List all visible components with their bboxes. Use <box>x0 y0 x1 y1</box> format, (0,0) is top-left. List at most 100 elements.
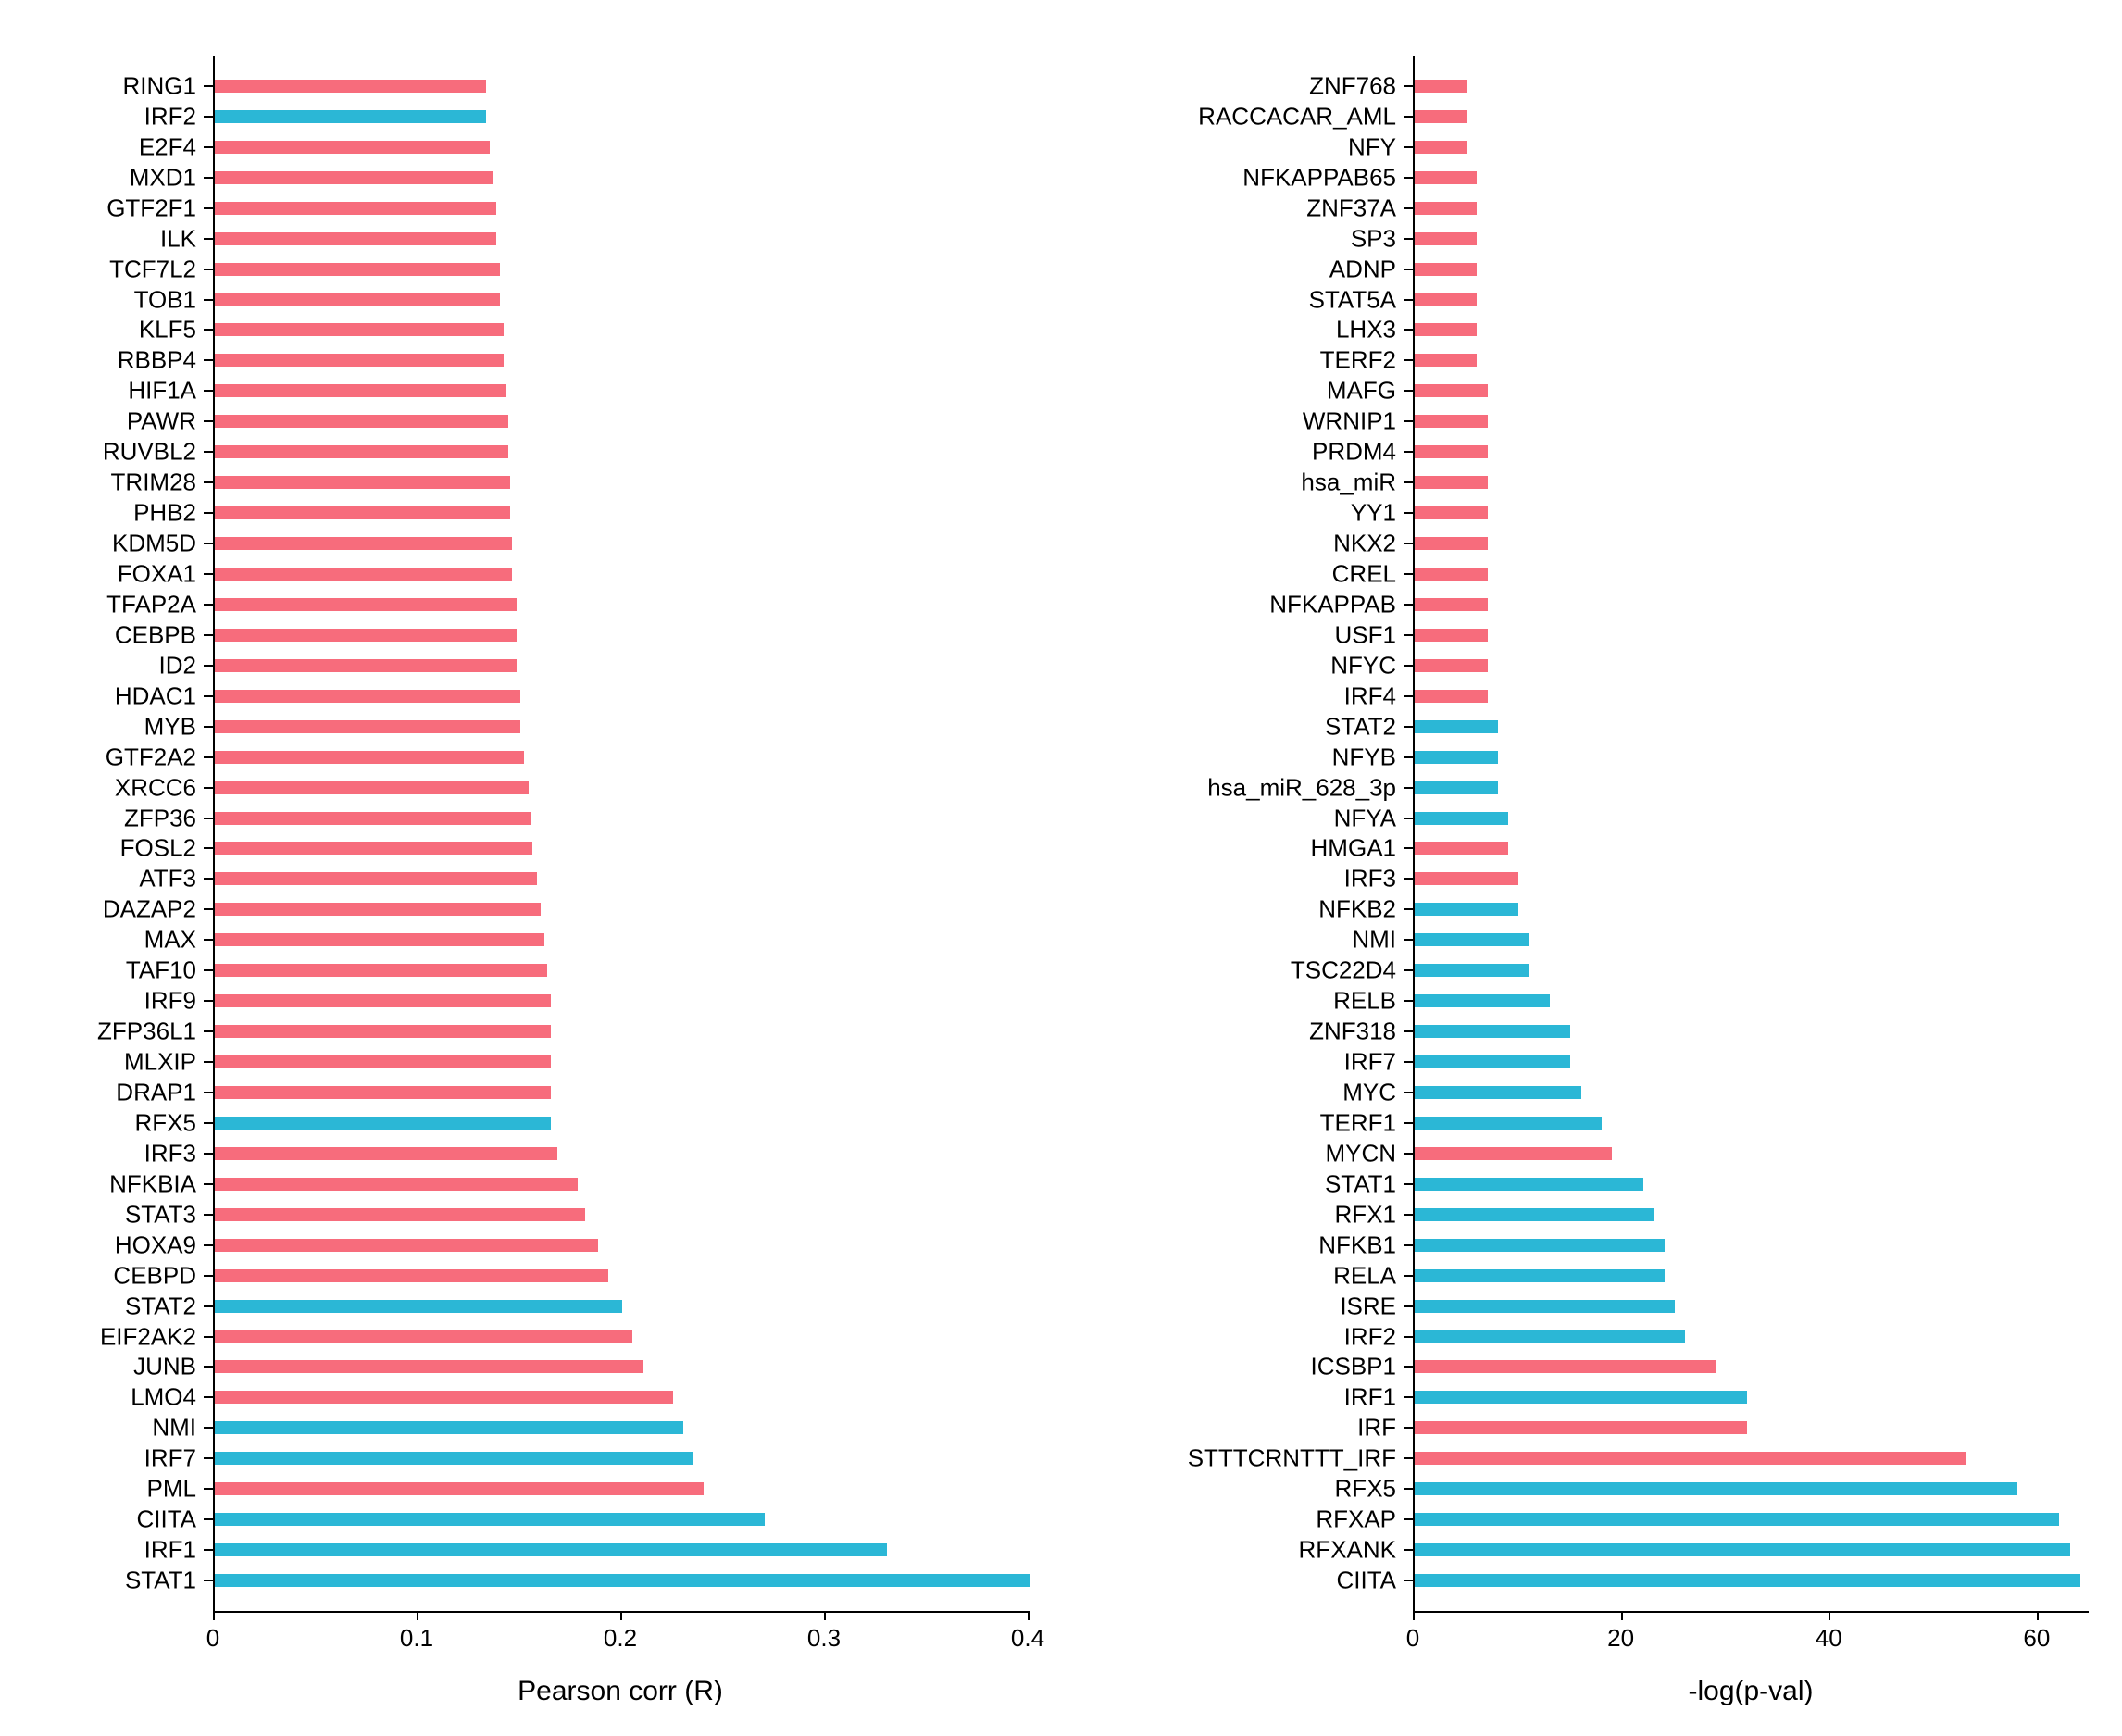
bar <box>215 842 532 855</box>
y-tick-label: IRF7 <box>1344 1048 1396 1077</box>
bar <box>1415 110 1467 123</box>
y-tick <box>1404 818 1413 819</box>
y-tick-label: RACCACAR_AML <box>1198 102 1396 131</box>
y-tick-label: IRF7 <box>144 1444 196 1473</box>
y-tick <box>204 481 213 483</box>
y-tick <box>1404 299 1413 301</box>
y-tick-label: SP3 <box>1351 224 1396 253</box>
bar <box>1415 537 1488 550</box>
y-tick-label: HDAC1 <box>115 681 196 710</box>
y-tick <box>204 420 213 422</box>
y-tick-label: STTTCRNTTT_IRF <box>1188 1444 1396 1473</box>
y-tick-label: TERF2 <box>1320 346 1396 375</box>
y-tick-label: ID2 <box>159 651 196 680</box>
y-tick-label: RFXAP <box>1316 1505 1396 1534</box>
bar <box>1415 964 1529 977</box>
y-tick <box>1404 847 1413 849</box>
bar <box>1415 690 1488 703</box>
y-tick-label: CEBPD <box>113 1261 196 1290</box>
y-tick <box>204 1000 213 1002</box>
y-tick <box>1404 726 1413 728</box>
y-tick-label: IRF4 <box>1344 681 1396 710</box>
bar <box>1415 659 1488 672</box>
y-tick-label: MAX <box>144 926 196 955</box>
y-tick <box>1404 1396 1413 1398</box>
y-tick-label: E2F4 <box>139 132 196 161</box>
x-tick-label: 0.4 <box>1011 1624 1044 1653</box>
bar <box>1415 1543 2070 1556</box>
y-tick-label: RELA <box>1333 1261 1396 1290</box>
y-tick-label: HMGA1 <box>1311 834 1396 863</box>
y-tick <box>204 726 213 728</box>
y-tick-label: RING1 <box>123 71 196 100</box>
y-tick <box>1404 1214 1413 1216</box>
y-tick <box>204 116 213 118</box>
bar <box>1415 1300 1675 1313</box>
y-tick <box>1404 1153 1413 1155</box>
y-tick-label: ZNF37A <box>1306 194 1396 222</box>
bar <box>1415 171 1477 184</box>
y-tick <box>204 1366 213 1368</box>
y-tick <box>204 1214 213 1216</box>
y-tick-label: KLF5 <box>139 316 196 344</box>
y-tick-label: ZFP36 <box>124 804 196 832</box>
y-tick-label: MYCN <box>1325 1139 1396 1168</box>
y-tick-label: RFX5 <box>1335 1475 1396 1504</box>
x-tick <box>1028 1611 1030 1620</box>
bar <box>1415 1178 1643 1191</box>
bar <box>215 445 508 458</box>
y-tick <box>204 359 213 361</box>
x-tick-label: 60 <box>2023 1624 2050 1653</box>
y-tick-label: RUVBL2 <box>103 438 196 467</box>
y-tick-label: IRF3 <box>1344 865 1396 893</box>
bar <box>215 1360 643 1373</box>
y-tick <box>204 1488 213 1490</box>
bar <box>1415 720 1498 733</box>
x-tick <box>824 1611 826 1620</box>
y-tick-label: MXD1 <box>130 163 196 192</box>
y-tick-label: NFKAPPAB65 <box>1242 163 1396 192</box>
y-tick <box>1404 908 1413 910</box>
x-tick-label: 0.1 <box>400 1624 433 1653</box>
bar <box>215 506 510 519</box>
y-tick <box>1404 1092 1413 1093</box>
y-tick-label: ILK <box>160 224 196 253</box>
y-tick <box>204 756 213 758</box>
y-tick-label: PML <box>147 1475 196 1504</box>
y-tick-label: FOXA1 <box>118 560 196 589</box>
y-tick-label: JUNB <box>133 1353 196 1381</box>
y-tick <box>204 1427 213 1429</box>
y-tick-label: RELB <box>1333 987 1396 1016</box>
bar <box>215 171 493 184</box>
y-tick <box>1404 543 1413 544</box>
y-tick-label: WRNIP1 <box>1303 407 1396 436</box>
bar <box>1415 1269 1665 1282</box>
bar <box>1415 232 1477 245</box>
bar <box>1415 751 1498 764</box>
bar <box>1415 141 1467 154</box>
x-tick <box>1829 1611 1830 1620</box>
y-tick-label: RFX1 <box>1335 1200 1396 1229</box>
bar <box>215 263 500 276</box>
y-tick <box>204 908 213 910</box>
y-tick-label: MLXIP <box>124 1048 196 1077</box>
y-tick <box>204 1549 213 1551</box>
y-tick <box>1404 634 1413 636</box>
y-tick <box>1404 329 1413 331</box>
bar <box>1415 80 1467 93</box>
y-tick <box>1404 1488 1413 1490</box>
y-tick <box>204 512 213 514</box>
y-tick-label: STAT1 <box>1325 1169 1396 1198</box>
bar <box>1415 598 1488 611</box>
y-tick <box>204 1030 213 1032</box>
y-tick-label: STAT3 <box>125 1200 196 1229</box>
y-tick <box>1404 420 1413 422</box>
x-tick-label: 40 <box>1816 1624 1842 1653</box>
bar <box>215 415 508 428</box>
y-tick-label: RFX5 <box>135 1108 196 1137</box>
y-tick-label: IRF9 <box>144 987 196 1016</box>
y-tick <box>204 818 213 819</box>
y-tick <box>204 1396 213 1398</box>
bar <box>1415 1239 1665 1252</box>
bar <box>1415 994 1550 1007</box>
